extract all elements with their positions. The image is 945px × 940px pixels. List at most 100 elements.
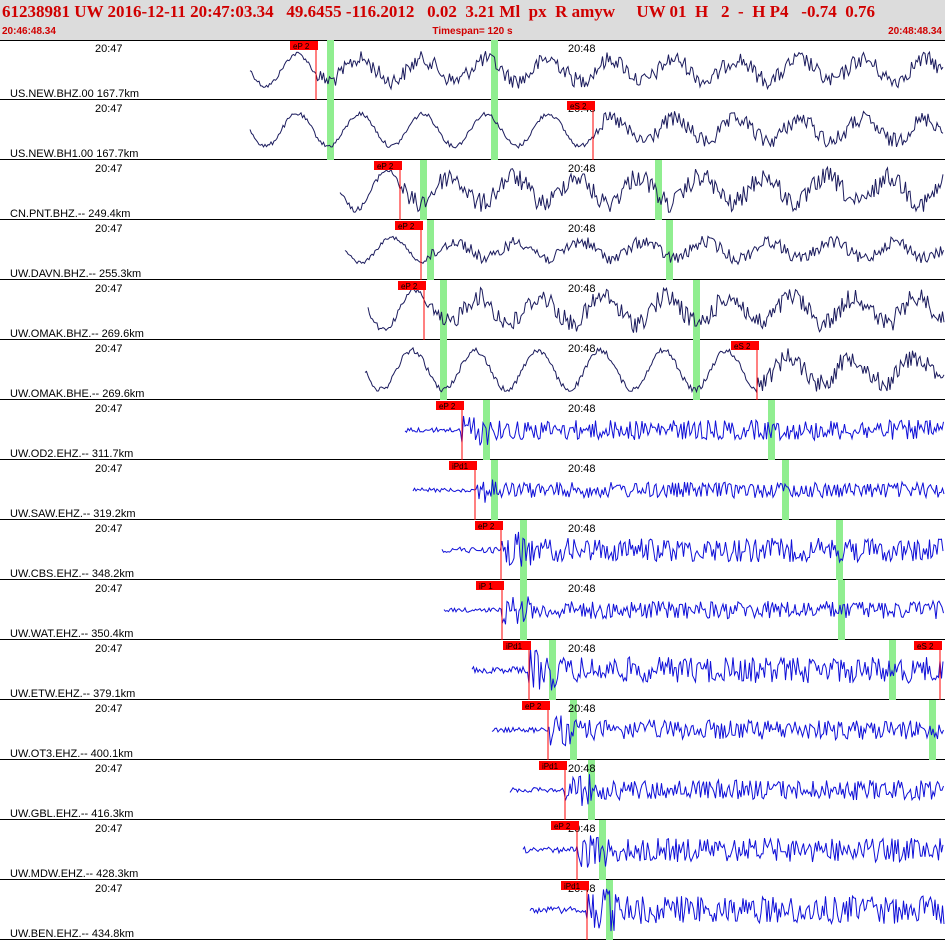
time-tick-label: 20:48 — [568, 643, 596, 655]
waveform-trace — [441, 531, 944, 567]
time-tick-label: 20:48 — [568, 583, 596, 595]
station-label: UW.OT3.EHZ.-- 400.1km — [10, 748, 133, 760]
channel-row[interactable]: 20:47 20:48 iP 1 UW.WAT.EHZ.-- 350.4km — [0, 580, 945, 640]
time-tick-label: 20:47 — [95, 523, 123, 535]
phase-pick-label: eP 2 — [401, 282, 418, 291]
channel-row[interactable]: 20:47 20:48 eS 2 UW.OMAK.BHE.-- 269.6km — [0, 340, 945, 400]
phase-pick-label: iP 1 — [479, 582, 493, 591]
time-window-marker — [440, 340, 447, 400]
time-window-marker — [427, 220, 434, 280]
channel-row[interactable]: 20:47 20:48 eP 2 CN.PNT.BHZ.-- 249.4km — [0, 160, 945, 220]
time-tick-label: 20:48 — [568, 283, 596, 295]
time-tick-label: 20:48 — [568, 343, 596, 355]
channel-row[interactable]: 20:47 20:48 eP 2 UW.OT3.EHZ.-- 400.1km — [0, 700, 945, 760]
time-window-marker — [520, 520, 527, 580]
end-time-label: 20:48:48.34 — [888, 26, 942, 37]
phase-pick-label: eP 2 — [377, 162, 394, 171]
phase-pick-label: eS 2 — [570, 102, 587, 111]
time-window-marker — [693, 280, 700, 340]
waveform-trace — [471, 649, 944, 691]
time-tick-label: 20:47 — [95, 763, 123, 775]
phase-pick-label: eP 2 — [525, 702, 542, 711]
phase-pick-label: eS 2 — [917, 642, 934, 651]
time-tick-label: 20:47 — [95, 223, 123, 235]
station-label: UW.OMAK.BHE.-- 269.6km — [10, 388, 144, 400]
time-tick-label: 20:48 — [568, 403, 596, 415]
time-window-marker — [889, 640, 896, 700]
waveform-trace — [249, 50, 944, 91]
waveform-trace — [443, 596, 944, 625]
time-window-marker — [420, 160, 427, 220]
time-window-marker — [491, 40, 498, 100]
phase-pick-flag — [567, 101, 595, 110]
phase-pick-label: eP 2 — [478, 522, 495, 531]
phase-pick-flag — [449, 461, 477, 470]
waveform-trace — [344, 235, 944, 266]
phase-pick-label: eS 2 — [734, 342, 751, 351]
time-window-marker — [836, 520, 843, 580]
time-window-marker — [606, 880, 613, 940]
phase-pick-flag — [395, 221, 423, 230]
phase-pick-flag — [290, 41, 318, 50]
time-window-marker — [327, 40, 334, 100]
time-tick-label: 20:47 — [95, 823, 123, 835]
station-label: UW.SAW.EHZ.-- 319.2km — [10, 508, 136, 520]
time-tick-label: 20:47 — [95, 403, 123, 415]
time-tick-label: 20:47 — [95, 103, 123, 115]
phase-pick-flag — [503, 641, 531, 650]
timespan-label: Timespan= 120 s — [432, 26, 513, 37]
station-label: UW.OMAK.BHZ.-- 269.6km — [10, 328, 144, 340]
phase-pick-flag — [436, 401, 464, 410]
waveform-trace — [404, 415, 944, 446]
phase-pick-label: eP 2 — [398, 222, 415, 231]
time-window-marker — [782, 460, 789, 520]
phase-pick-flag — [475, 521, 503, 530]
time-tick-label: 20:47 — [95, 643, 123, 655]
time-tick-label: 20:47 — [95, 343, 123, 355]
time-tick-label: 20:48 — [568, 223, 596, 235]
time-window-marker — [520, 580, 527, 640]
time-tick-label: 20:47 — [95, 43, 123, 55]
waveform-trace — [364, 346, 945, 394]
time-tick-label: 20:48 — [568, 463, 596, 475]
waveform-trace — [491, 715, 944, 747]
channel-row[interactable]: 20:47 20:48 eP 2 US.NEW.BHZ.00 167.7km — [0, 40, 945, 100]
phase-pick-label: iPd1 — [506, 642, 523, 651]
waveform-trace — [509, 774, 944, 806]
waveform-trace — [522, 835, 944, 868]
time-window-marker — [327, 100, 334, 160]
phase-pick-label: iPd1 — [542, 762, 559, 771]
phase-pick-flag — [914, 641, 942, 650]
station-label: US.NEW.BH1.00 167.7km — [10, 148, 138, 160]
waveform-trace — [529, 888, 945, 932]
channel-row[interactable]: 20:47 20:48 iPd1 UW.SAW.EHZ.-- 319.2km — [0, 460, 945, 520]
event-title: 61238981 UW 2016-12-11 20:47:03.34 49.64… — [2, 2, 875, 21]
time-window-marker — [549, 640, 556, 700]
channel-row[interactable]: 20:47 20:48 eP 2 UW.DAVN.BHZ.-- 255.3km — [0, 220, 945, 280]
time-window-marker — [588, 760, 595, 820]
station-label: UW.WAT.EHZ.-- 350.4km — [10, 628, 133, 640]
station-label: UW.MDW.EHZ.-- 428.3km — [10, 868, 138, 880]
time-tick-label: 20:47 — [95, 703, 123, 715]
station-label: UW.DAVN.BHZ.-- 255.3km — [10, 268, 141, 280]
phase-pick-flag — [551, 821, 579, 830]
time-tick-label: 20:47 — [95, 163, 123, 175]
channel-row[interactable]: 20:47 20:48 eP 2 UW.CBS.EHZ.-- 348.2km — [0, 520, 945, 580]
phase-pick-label: iPd1 — [452, 462, 469, 471]
phase-pick-flag — [522, 701, 550, 710]
channel-row[interactable]: 20:47 20:48 eP 2 UW.OD2.EHZ.-- 311.7km — [0, 400, 945, 460]
channel-row[interactable]: 20:47 20:48 eP 2 UW.OMAK.BHZ.-- 269.6km — [0, 280, 945, 340]
time-window-marker — [666, 220, 673, 280]
time-window-marker — [491, 100, 498, 160]
time-tick-label: 20:48 — [568, 163, 596, 175]
channel-row[interactable]: 20:47 20:48 iPd1 UW.GBL.EHZ.-- 416.3km — [0, 760, 945, 820]
waveform-trace — [412, 479, 945, 503]
station-label: UW.CBS.EHZ.-- 348.2km — [10, 568, 134, 580]
time-window-marker — [655, 160, 662, 220]
station-label: CN.PNT.BHZ.-- 249.4km — [10, 208, 130, 220]
channel-row[interactable]: 20:47 20:48 iPd1 eS 2 UW.ETW.EHZ.-- 379.1km — [0, 640, 945, 700]
